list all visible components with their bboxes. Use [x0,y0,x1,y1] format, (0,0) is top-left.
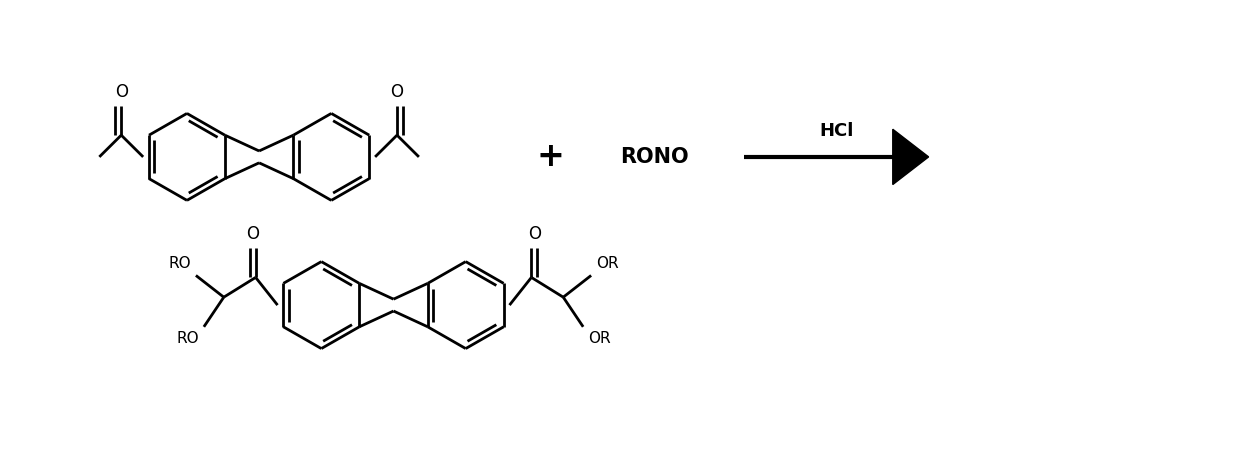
Text: RONO: RONO [620,147,689,167]
Text: OR: OR [588,331,611,346]
Text: O: O [528,225,541,243]
Text: OR: OR [596,256,619,272]
Text: RO: RO [176,331,198,346]
Text: RO: RO [169,256,191,272]
Text: +: + [537,141,564,173]
Text: O: O [115,83,128,100]
Polygon shape [893,129,929,184]
Text: O: O [391,83,403,100]
Text: HCl: HCl [820,122,853,140]
Text: O: O [247,225,259,243]
